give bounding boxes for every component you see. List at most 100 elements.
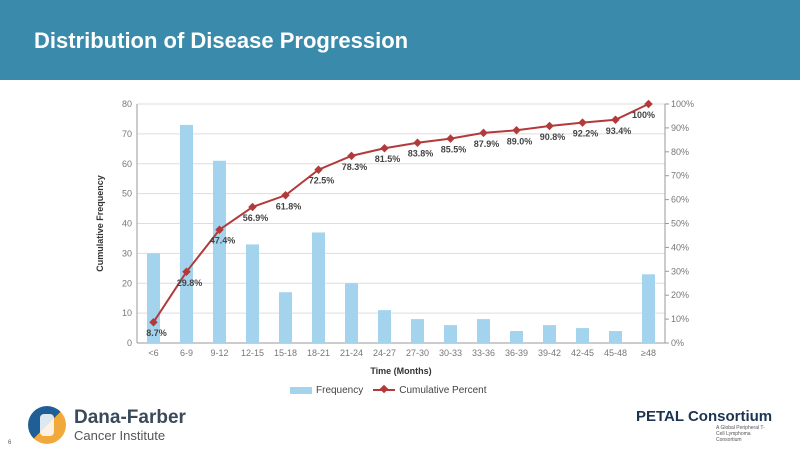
- logo-name: PETAL Consortium: [636, 408, 773, 425]
- bar: [543, 325, 556, 343]
- y2-tick-label: 20%: [671, 290, 689, 300]
- bar: [411, 319, 424, 343]
- line-marker: [446, 134, 455, 143]
- y-tick-label: 70: [122, 129, 132, 139]
- line-marker: [380, 143, 389, 153]
- line-marker: [347, 151, 356, 161]
- x-axis-title: Time (Months): [370, 366, 431, 376]
- chart-legend: Frequency Cumulative Percent: [290, 385, 487, 396]
- y2-tick-label: 60%: [671, 195, 689, 205]
- legend-label: Frequency: [316, 385, 364, 396]
- data-label: 56.9%: [243, 213, 269, 223]
- bar: [477, 319, 490, 343]
- y-tick-label: 20: [122, 278, 132, 288]
- bar: [312, 232, 325, 343]
- bar: [378, 310, 391, 343]
- data-label: 87.9%: [474, 139, 500, 149]
- bar: [345, 283, 358, 343]
- data-label: 72.5%: [309, 176, 335, 186]
- legend-frequency: Frequency: [290, 385, 363, 396]
- y-tick-label: 60: [122, 159, 132, 169]
- bar: [147, 253, 160, 343]
- title-bar: Distribution of Disease Progression: [0, 0, 800, 80]
- x-tick-label: 42-45: [571, 348, 594, 358]
- x-tick-label: 9-12: [210, 348, 228, 358]
- logo-name: Dana-Farber: [74, 406, 186, 428]
- x-tick-label: 33-36: [472, 348, 495, 358]
- dana-farber-emblem-icon: [28, 406, 66, 444]
- x-tick-label: 36-39: [505, 348, 528, 358]
- logo-sub: Cancer Institute: [74, 427, 166, 443]
- x-tick-label: 12-15: [241, 348, 264, 358]
- x-tick-label: 39-42: [538, 348, 561, 358]
- dana-farber-logo: Dana-Farber Cancer Institute: [28, 406, 186, 444]
- legend-bar-swatch: [290, 386, 312, 394]
- y-tick-label: 50: [122, 189, 132, 199]
- y2-tick-label: 0%: [671, 338, 684, 348]
- line-marker: [314, 165, 323, 174]
- bar: [279, 292, 292, 343]
- line-marker: [611, 115, 620, 125]
- data-label: 83.8%: [408, 149, 434, 159]
- data-label: 93.4%: [606, 126, 632, 136]
- x-tick-label: 27-30: [406, 348, 429, 358]
- cumulative-line: [152, 103, 649, 323]
- data-label: 100%: [632, 110, 655, 120]
- y-tick-label: 40: [122, 219, 132, 229]
- page-number: 6: [8, 440, 12, 446]
- x-tick-label: 45-48: [604, 348, 627, 358]
- data-label: 61.8%: [276, 201, 302, 211]
- line-marker: [479, 128, 488, 138]
- legend-line-swatch: [373, 389, 396, 392]
- data-label: 81.5%: [375, 154, 401, 164]
- slide-title: Distribution of Disease Progression: [34, 28, 409, 53]
- legend-label: Cumulative Percent: [399, 385, 487, 396]
- x-tick-label: ≥48: [641, 348, 656, 358]
- data-label: 78.3%: [342, 162, 368, 172]
- line-marker: [182, 267, 191, 277]
- y2-tick-label: 70%: [671, 171, 689, 181]
- x-tick-label: 24-27: [373, 348, 396, 358]
- data-label: 89.0%: [507, 136, 533, 146]
- y-tick-label: 10: [122, 308, 132, 318]
- x-tick-label: 15-18: [274, 348, 297, 358]
- x-tick-label: 21-24: [340, 348, 363, 358]
- bar: [642, 274, 655, 343]
- data-label: 85.5%: [441, 145, 467, 155]
- legend-cumulative: Cumulative Percent: [373, 385, 487, 396]
- data-label: 90.8%: [540, 132, 566, 142]
- y2-tick-label: 100%: [671, 99, 694, 109]
- y2-tick-label: 90%: [671, 123, 689, 133]
- y-axis-title: Cumulative Frequency: [95, 175, 105, 272]
- data-label: 92.2%: [573, 129, 599, 139]
- y2-tick-label: 80%: [671, 147, 689, 157]
- line-marker: [413, 138, 422, 147]
- y2-tick-label: 40%: [671, 242, 689, 252]
- y2-tick-label: 30%: [671, 266, 689, 276]
- line-marker: [644, 99, 653, 109]
- bar: [180, 124, 193, 343]
- y2-tick-label: 10%: [671, 314, 689, 324]
- bar: [576, 328, 589, 343]
- x-tick-label: 18-21: [307, 348, 330, 358]
- line-marker: [512, 126, 521, 135]
- logo-sub: A Global Peripheral T-Cell Lymphoma Cons…: [716, 425, 765, 443]
- line-marker: [215, 225, 224, 234]
- data-label: 47.4%: [210, 236, 236, 246]
- y2-tick-label: 50%: [671, 219, 689, 229]
- x-tick-label: 30-33: [439, 348, 462, 358]
- bar: [213, 160, 226, 343]
- y-tick-label: 30: [122, 248, 132, 258]
- bar: [510, 331, 523, 343]
- data-label: 8.7%: [146, 328, 167, 338]
- y-tick-label: 0: [127, 338, 132, 348]
- x-tick-label: 6-9: [180, 348, 193, 358]
- line-marker: [149, 317, 158, 327]
- bar: [246, 244, 259, 343]
- y-tick-label: 80: [122, 99, 132, 109]
- line-marker: [578, 118, 587, 127]
- line-marker: [248, 202, 257, 212]
- bar: [444, 325, 457, 343]
- data-label: 29.8%: [177, 278, 203, 288]
